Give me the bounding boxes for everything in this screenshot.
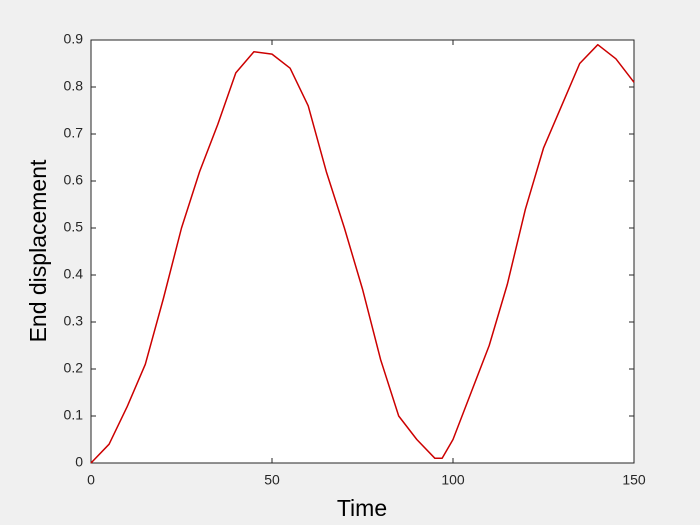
y-tick-label: 0.8 xyxy=(64,78,84,94)
y-tick-label: 0 xyxy=(75,454,83,470)
y-tick-label: 0.6 xyxy=(64,172,84,188)
y-tick-label: 0.1 xyxy=(64,407,84,423)
y-tick-label: 0.7 xyxy=(64,125,84,141)
y-tick-label: 0.2 xyxy=(64,360,84,376)
y-tick-label: 0.4 xyxy=(64,266,84,282)
data-line xyxy=(90,43,635,464)
x-axis-label: Time xyxy=(337,495,387,521)
y-axis-label: End displacement xyxy=(25,159,51,342)
y-tick-label: 0.5 xyxy=(64,219,84,235)
x-tick-label: 150 xyxy=(622,472,646,488)
x-tick-label: 0 xyxy=(87,472,95,488)
plot-area xyxy=(90,39,635,464)
y-tick-label: 0.9 xyxy=(64,31,84,47)
x-tick-label: 100 xyxy=(441,472,465,488)
y-tick-label: 0.3 xyxy=(64,313,84,329)
x-tick-label: 50 xyxy=(264,472,280,488)
